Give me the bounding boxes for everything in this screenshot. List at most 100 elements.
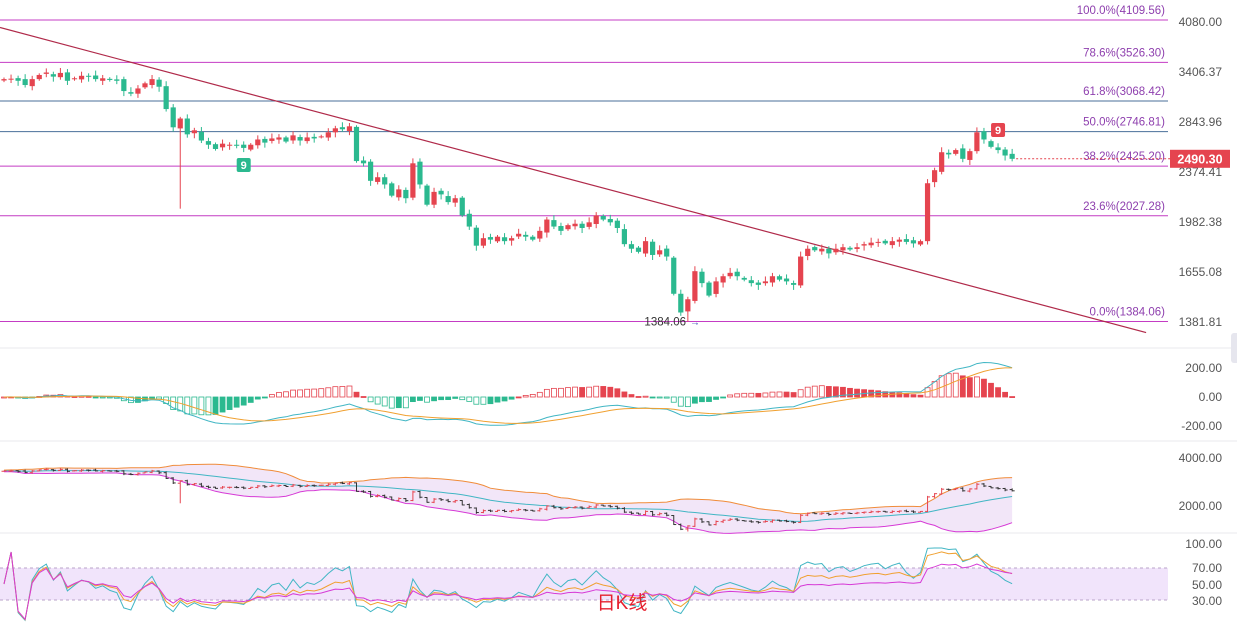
candle <box>671 255 677 296</box>
macd-histogram-bar <box>515 396 522 399</box>
candle-body <box>501 237 508 242</box>
candles <box>1 67 1015 322</box>
macd-histogram-bar <box>684 396 691 408</box>
candle <box>396 185 402 201</box>
candle <box>875 238 881 247</box>
candle-body <box>642 241 649 254</box>
macd-histogram-bar <box>156 396 163 400</box>
candle-body <box>234 144 240 146</box>
candle-body <box>142 83 148 88</box>
candle-body <box>720 276 726 283</box>
macd-histogram-bar <box>304 388 311 398</box>
candle-body <box>657 250 663 255</box>
candle <box>332 125 338 138</box>
candle-body <box>212 144 219 149</box>
candle-body <box>382 177 388 185</box>
candle-body <box>86 75 92 77</box>
candle <box>692 266 698 304</box>
candle-body <box>219 143 226 148</box>
candle <box>480 233 486 249</box>
candle-body <box>939 152 945 172</box>
macd-histogram-bar <box>565 387 571 398</box>
rsi-band <box>0 568 1168 600</box>
macd-tick-label: 0.00 <box>1199 390 1223 404</box>
candle <box>826 246 832 259</box>
candle <box>678 289 684 316</box>
candle-body <box>360 160 367 164</box>
macd-histogram-bar <box>381 396 388 407</box>
macd-histogram-bar <box>896 392 903 398</box>
candle <box>360 156 367 167</box>
fib-label: 0.0%(1384.06) <box>1090 307 1166 319</box>
candle <box>487 233 494 244</box>
bollinger-tick-label: 2000.00 <box>1179 499 1223 513</box>
candle-body <box>156 79 162 87</box>
candle-body <box>685 299 691 312</box>
candle <box>494 235 501 243</box>
candle <box>812 245 818 252</box>
candle-body <box>184 118 190 135</box>
candle-body <box>558 226 564 231</box>
candle-body <box>205 141 212 145</box>
candle <box>452 194 458 207</box>
candle <box>417 158 423 189</box>
candle-body <box>932 170 938 183</box>
candle-body <box>276 137 282 140</box>
candle <box>212 142 219 151</box>
sequential-marker-label: 9 <box>995 125 1001 137</box>
candle-body <box>494 236 501 242</box>
candle <box>22 74 28 88</box>
candle-body <box>833 248 839 253</box>
candle-body <box>600 215 606 220</box>
macd-histogram-bar <box>494 396 501 403</box>
rsi-6-line <box>3 547 1013 622</box>
candle-body <box>1009 153 1015 159</box>
candle-body <box>283 137 289 142</box>
candle <box>600 214 606 222</box>
candle-body <box>847 247 853 250</box>
candle <box>748 276 754 287</box>
candle <box>917 239 924 247</box>
candle-body <box>353 126 360 162</box>
macd-histogram-bar <box>536 391 543 398</box>
last-price-label: 2490.30 <box>1177 152 1222 166</box>
macd-histogram-bar <box>790 392 797 398</box>
macd-dif-line <box>3 361 1013 426</box>
candle <box>403 187 409 204</box>
rsi-tick-label: 30.00 <box>1192 594 1222 608</box>
candle-body <box>734 271 740 277</box>
macd-histogram-bar <box>297 389 304 398</box>
macd-histogram-bar <box>290 389 296 398</box>
low-annotation: 1384.06 <box>644 317 686 329</box>
candle <box>960 144 966 163</box>
candle <box>8 74 14 84</box>
candle <box>149 74 155 89</box>
candle-body <box>170 107 176 128</box>
candle <box>71 76 78 81</box>
bollinger-tick-label: 4000.00 <box>1179 451 1223 465</box>
candle-body <box>783 278 790 282</box>
chart-watermark: 日K线 <box>597 592 648 614</box>
candle-body <box>509 238 515 241</box>
candle <box>544 217 550 238</box>
candle-body <box>946 152 952 155</box>
scroll-handle[interactable] <box>1231 333 1237 363</box>
candle-body <box>93 75 99 80</box>
price-tick-label: 2374.41 <box>1179 165 1223 179</box>
macd-histogram-bar <box>1009 396 1016 398</box>
macd-histogram-bar <box>804 386 811 398</box>
candle-body <box>459 197 465 216</box>
candle-body <box>544 219 550 233</box>
candle-body <box>43 72 49 74</box>
candle <box>537 226 543 242</box>
candle-body <box>191 130 197 134</box>
candle <box>762 276 768 286</box>
candle-body <box>50 74 56 77</box>
candle-body <box>255 139 261 146</box>
candle <box>882 239 888 246</box>
macd-histogram-bar <box>995 387 1001 398</box>
candle-body <box>1002 149 1008 156</box>
macd-histogram-bar <box>741 392 748 398</box>
